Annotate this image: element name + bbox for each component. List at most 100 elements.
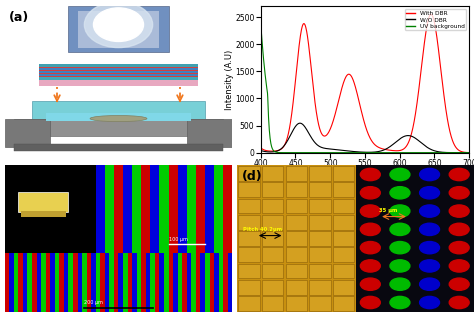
- Bar: [309, 296, 331, 311]
- Bar: [333, 296, 355, 311]
- Bar: [238, 296, 259, 311]
- Bar: [14, 119, 223, 136]
- Bar: [18, 253, 23, 312]
- Bar: [114, 165, 123, 253]
- Bar: [356, 165, 474, 312]
- Bar: [238, 231, 259, 246]
- Bar: [91, 253, 96, 312]
- Bar: [333, 215, 355, 230]
- Circle shape: [360, 187, 380, 199]
- Circle shape: [449, 296, 469, 309]
- Text: (d): (d): [242, 170, 263, 183]
- Bar: [201, 253, 205, 312]
- Bar: [285, 231, 307, 246]
- Bar: [27, 253, 32, 312]
- Circle shape: [449, 241, 469, 254]
- Circle shape: [390, 187, 410, 199]
- Circle shape: [449, 168, 469, 181]
- Bar: [333, 182, 355, 197]
- Bar: [238, 280, 259, 295]
- Legend: With DBR, W/O DBR, UV background: With DBR, W/O DBR, UV background: [404, 9, 466, 30]
- Circle shape: [449, 278, 469, 290]
- Bar: [285, 166, 307, 181]
- Bar: [118, 253, 123, 312]
- Bar: [14, 144, 223, 151]
- Bar: [205, 253, 210, 312]
- Bar: [9, 253, 14, 312]
- X-axis label: Wavelength (nm): Wavelength (nm): [328, 169, 401, 178]
- Circle shape: [419, 260, 439, 272]
- Circle shape: [449, 223, 469, 236]
- Bar: [100, 253, 105, 312]
- Bar: [196, 165, 205, 253]
- Bar: [141, 165, 150, 253]
- Bar: [105, 165, 114, 253]
- Bar: [191, 253, 196, 312]
- Bar: [5, 119, 50, 147]
- Circle shape: [390, 223, 410, 236]
- Bar: [39, 80, 198, 86]
- Bar: [96, 165, 105, 253]
- Bar: [114, 253, 118, 312]
- Bar: [155, 253, 159, 312]
- Bar: [309, 247, 331, 262]
- Bar: [238, 264, 259, 278]
- Bar: [238, 199, 259, 213]
- Circle shape: [360, 241, 380, 254]
- Text: (a): (a): [9, 11, 29, 24]
- Bar: [46, 113, 191, 121]
- Bar: [123, 253, 128, 312]
- Text: 200 μm: 200 μm: [84, 300, 103, 305]
- Bar: [262, 199, 283, 213]
- Bar: [169, 165, 178, 253]
- Bar: [128, 253, 132, 312]
- Bar: [205, 165, 214, 253]
- Bar: [214, 165, 223, 253]
- Bar: [50, 253, 55, 312]
- Bar: [262, 296, 283, 311]
- Circle shape: [360, 223, 380, 236]
- Bar: [285, 296, 307, 311]
- Bar: [262, 182, 283, 197]
- Circle shape: [419, 278, 439, 290]
- Bar: [262, 280, 283, 295]
- Bar: [55, 253, 59, 312]
- Bar: [5, 253, 9, 312]
- Circle shape: [360, 168, 380, 181]
- Bar: [96, 253, 100, 312]
- Bar: [73, 253, 78, 312]
- Bar: [159, 253, 164, 312]
- Bar: [333, 231, 355, 246]
- Text: (b): (b): [236, 0, 256, 1]
- Bar: [262, 231, 283, 246]
- Bar: [32, 101, 205, 122]
- Circle shape: [390, 168, 410, 181]
- Bar: [36, 253, 41, 312]
- Bar: [39, 71, 198, 73]
- Circle shape: [419, 205, 439, 217]
- Circle shape: [360, 205, 380, 217]
- Bar: [333, 247, 355, 262]
- Bar: [39, 66, 198, 68]
- Ellipse shape: [90, 115, 147, 121]
- Bar: [219, 253, 223, 312]
- Bar: [123, 165, 132, 253]
- Bar: [21, 211, 66, 217]
- Bar: [146, 253, 150, 312]
- Circle shape: [419, 296, 439, 309]
- Circle shape: [390, 205, 410, 217]
- Bar: [182, 253, 187, 312]
- Bar: [333, 264, 355, 278]
- Bar: [238, 215, 259, 230]
- Bar: [309, 215, 331, 230]
- Text: 35 μm: 35 μm: [379, 208, 398, 213]
- Bar: [285, 182, 307, 197]
- Bar: [237, 165, 356, 312]
- Bar: [262, 166, 283, 181]
- Bar: [141, 253, 146, 312]
- Circle shape: [360, 296, 380, 309]
- Bar: [23, 253, 27, 312]
- Bar: [87, 253, 91, 312]
- Circle shape: [419, 187, 439, 199]
- Bar: [109, 253, 114, 312]
